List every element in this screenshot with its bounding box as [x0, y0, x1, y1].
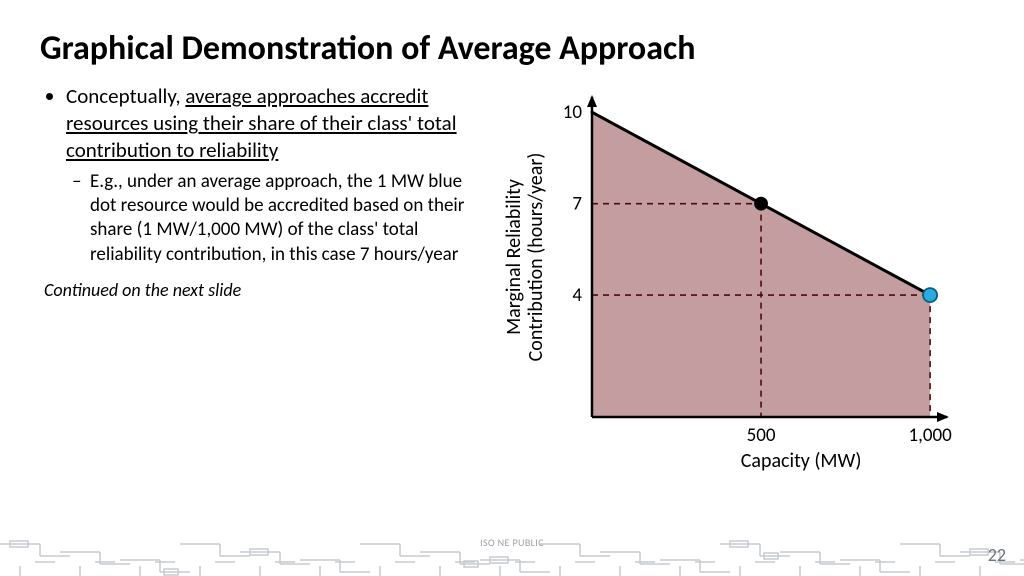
chart-column: 4 7 10 500 1,000 Capacity (MW) Marginal Reliab…: [480, 83, 984, 487]
reliability-chart: 4 7 10 500 1,000 Capacity (MW) Marginal Reliab…: [497, 87, 967, 487]
bullet-main: Conceptually, average approaches accredi…: [66, 83, 480, 267]
footer: ISO NE PUBLIC 22: [0, 534, 1024, 576]
svg-text:Contribution (hours/year): Contribution (hours/year): [524, 153, 548, 362]
svg-text:Marginal Reliability: Marginal Reliability: [502, 179, 526, 335]
text-column: Conceptually, average approaches accredi…: [40, 83, 480, 302]
svg-text:500: 500: [747, 424, 776, 447]
sub-bullet-list: E.g., under an average approach, the 1 M…: [66, 170, 480, 267]
slide: Graphical Demonstration of Average Appro…: [0, 0, 1024, 576]
sub-bullet: E.g., under an average approach, the 1 M…: [90, 170, 480, 267]
slide-title: Graphical Demonstration of Average Appro…: [40, 28, 984, 69]
svg-text:7: 7: [572, 193, 582, 216]
bullet-list: Conceptually, average approaches accredi…: [40, 83, 480, 267]
svg-text:Capacity (MW): Capacity (MW): [741, 449, 862, 473]
svg-text:4: 4: [572, 284, 582, 307]
continued-note: Continued on the next slide: [44, 279, 480, 302]
svg-text:1,000: 1,000: [908, 424, 952, 447]
classification-label: ISO NE PUBLIC: [480, 536, 544, 549]
page-number: 22: [988, 544, 1006, 566]
body-row: Conceptually, average approaches accredi…: [40, 83, 984, 487]
bullet-lead: Conceptually,: [66, 83, 185, 109]
svg-text:10: 10: [563, 101, 583, 124]
